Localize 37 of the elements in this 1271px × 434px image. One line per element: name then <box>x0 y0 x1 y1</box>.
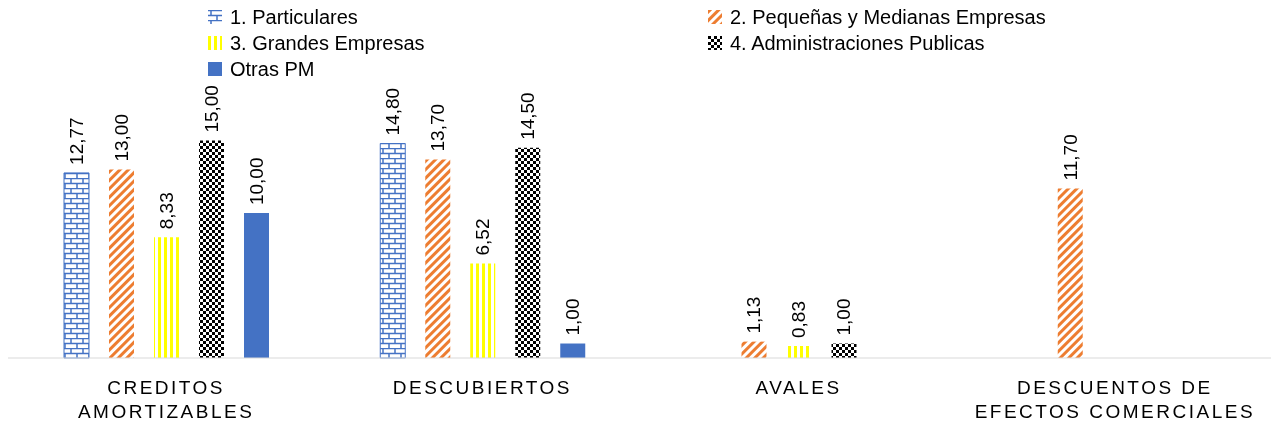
bar <box>379 143 406 359</box>
legend-label: 1. Particulares <box>230 5 358 30</box>
data-label: 13,00 <box>111 114 132 162</box>
bar <box>244 213 269 358</box>
legend-label: 3. Grandes Empresas <box>230 31 425 56</box>
data-label: 15,00 <box>201 85 222 133</box>
bar <box>109 169 134 358</box>
data-label: 13,70 <box>427 103 449 152</box>
bar <box>515 147 541 358</box>
data-label: 14,80 <box>382 87 404 136</box>
x-tick-label: CREDITOS AMORTIZABLES <box>77 377 255 422</box>
data-label: 1,00 <box>562 298 584 336</box>
data-label: 12,77 <box>66 117 87 165</box>
data-label: 1,00 <box>833 298 855 336</box>
x-tick-label: DESCUBIERTOS <box>392 377 572 398</box>
bar <box>560 343 586 358</box>
bar <box>63 172 90 359</box>
data-label: 1,13 <box>743 296 765 334</box>
bar <box>786 345 812 358</box>
data-label: 10,00 <box>246 157 267 206</box>
bar <box>199 140 224 358</box>
x-tick-label: DESCUENTOS DE EFECTOS COMERCIALES <box>974 377 1256 422</box>
legend-label: Otras PM <box>230 57 315 82</box>
bar <box>425 159 451 358</box>
data-label: 0,83 <box>788 300 810 338</box>
legend-label: 4. Administraciones Publicas <box>730 31 985 56</box>
data-label: 6,52 <box>472 218 494 256</box>
bar <box>470 263 496 358</box>
data-label: 14,50 <box>517 92 539 140</box>
data-label: 11,70 <box>1059 134 1081 181</box>
bar <box>154 237 179 358</box>
bar <box>741 341 767 358</box>
x-tick-label: AVALES <box>755 377 842 398</box>
bar <box>831 343 857 358</box>
legend-label: 2. Pequeñas y Medianas Empresas <box>730 5 1046 30</box>
data-label: 8,33 <box>156 192 177 230</box>
bar <box>1057 188 1083 358</box>
